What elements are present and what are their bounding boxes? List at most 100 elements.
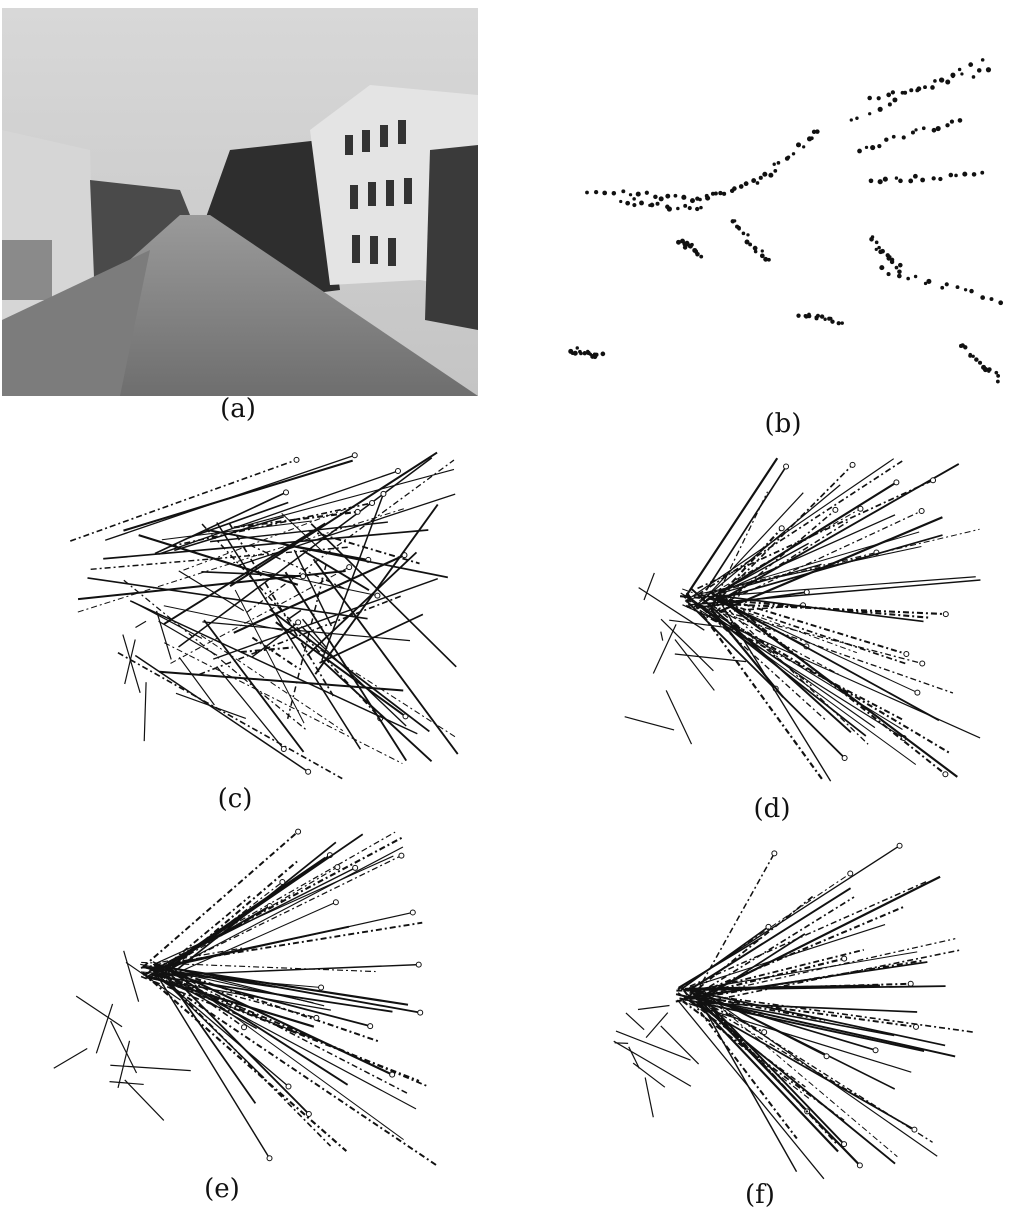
edge-point xyxy=(787,155,791,159)
segment xyxy=(661,632,663,641)
edge-point xyxy=(796,142,801,147)
edge-point xyxy=(683,245,688,250)
panel-label: (b) xyxy=(765,409,802,439)
edge-point xyxy=(585,191,589,195)
edge-point xyxy=(687,244,691,248)
segment xyxy=(661,1026,699,1064)
edge-point xyxy=(768,173,773,178)
endpoint xyxy=(857,1163,862,1168)
edge-point xyxy=(802,145,805,148)
edge-point xyxy=(939,78,944,83)
edge-point xyxy=(619,200,622,203)
endpoint xyxy=(915,690,920,695)
edge-point xyxy=(773,169,777,173)
segment xyxy=(144,682,146,741)
figure: (a) (b) (c) (d) (e) (f) xyxy=(0,0,1014,1218)
endpoint xyxy=(897,843,902,848)
endpoint xyxy=(306,769,311,774)
edge-point xyxy=(699,206,703,210)
endpoint xyxy=(943,612,948,617)
edge-point xyxy=(761,249,764,252)
edge-point xyxy=(914,275,917,278)
segment xyxy=(625,717,674,730)
edge-point xyxy=(951,75,954,78)
edge-point xyxy=(878,250,883,255)
edge-point xyxy=(870,145,875,150)
edge-point xyxy=(746,233,749,236)
edge-point xyxy=(676,207,680,211)
endpoint xyxy=(842,1142,847,1147)
endpoint xyxy=(375,593,380,598)
segment xyxy=(125,1080,164,1121)
edge-point xyxy=(815,129,820,134)
segment xyxy=(124,951,139,1002)
endpoint xyxy=(281,747,286,752)
segment xyxy=(141,923,422,968)
edge-point xyxy=(950,119,954,123)
edge-point xyxy=(639,201,644,206)
segment xyxy=(710,591,957,777)
edge-point xyxy=(914,128,917,131)
segment xyxy=(313,559,457,754)
edge-point xyxy=(869,237,874,242)
edge-point xyxy=(857,149,862,154)
endpoint xyxy=(914,1024,919,1029)
edge-point xyxy=(732,186,737,191)
edge-point xyxy=(974,357,978,361)
edge-point xyxy=(837,321,841,325)
segment xyxy=(686,461,903,603)
segment xyxy=(689,925,885,988)
edge-point xyxy=(699,255,703,259)
edge-point xyxy=(908,179,913,184)
endpoint xyxy=(296,829,301,834)
line-network xyxy=(614,843,973,1179)
endpoint xyxy=(284,490,289,495)
edge-point xyxy=(830,319,834,323)
endpoint xyxy=(842,756,847,761)
edge-point xyxy=(760,253,765,258)
edge-point xyxy=(612,191,616,195)
line-network xyxy=(70,453,457,779)
edge-point xyxy=(696,252,700,256)
endpoint xyxy=(395,468,400,473)
segment xyxy=(683,605,981,738)
edge-point xyxy=(968,62,973,67)
edge-point xyxy=(756,181,760,185)
edge-point xyxy=(667,206,672,211)
edge-point xyxy=(963,345,967,349)
segment xyxy=(70,460,296,541)
endpoint xyxy=(353,865,358,870)
edge-point xyxy=(969,289,973,293)
edge-point xyxy=(898,263,903,268)
page: (a) (b) (c) (d) (e) (f) (() => { const d… xyxy=(0,0,1014,1218)
edge-point xyxy=(601,352,606,357)
edge-point xyxy=(573,351,578,356)
segment xyxy=(695,604,922,663)
edge-point xyxy=(879,265,884,270)
edge-point xyxy=(996,374,1000,378)
edge-point xyxy=(869,178,874,183)
segment xyxy=(76,996,122,1027)
edge-point xyxy=(653,195,657,199)
edge-point xyxy=(980,295,985,300)
edge-point xyxy=(890,260,894,264)
edge-point xyxy=(945,123,949,127)
edge-point xyxy=(909,88,913,92)
edge-point xyxy=(810,136,814,140)
edge-point xyxy=(895,176,898,179)
edge-point xyxy=(593,355,598,360)
edge-point xyxy=(875,241,879,245)
endpoint xyxy=(416,962,421,967)
segment xyxy=(179,657,214,705)
edge-point xyxy=(877,96,881,100)
segment xyxy=(626,1013,644,1030)
edge-point xyxy=(940,286,944,290)
edge-point xyxy=(945,80,950,85)
edge-point xyxy=(820,314,824,318)
edge-point xyxy=(681,195,686,200)
edge-point xyxy=(827,317,831,321)
endpoint xyxy=(381,491,386,496)
segment xyxy=(644,573,654,600)
edge-point xyxy=(895,266,899,270)
edge-point xyxy=(739,184,743,188)
